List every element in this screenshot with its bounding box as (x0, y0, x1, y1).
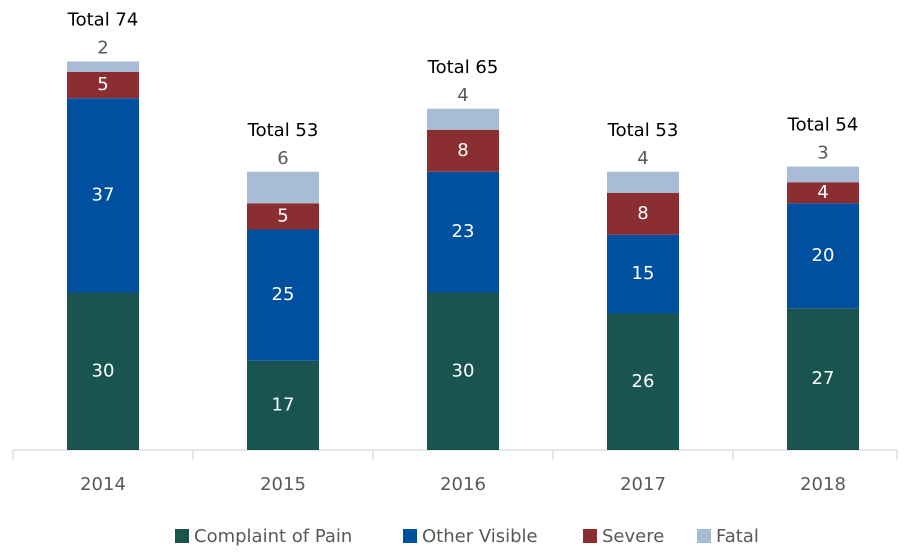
bar-segment (607, 234, 679, 314)
value-label: 20 (812, 245, 835, 266)
value-label: 3 (817, 143, 828, 164)
x-tick-label: 2016 (440, 474, 486, 495)
value-label: 37 (92, 184, 115, 205)
value-label: 5 (277, 205, 288, 226)
bar-segment (607, 192, 679, 235)
bar-segment (67, 292, 139, 450)
bar-segment (787, 203, 859, 309)
value-label: 8 (457, 140, 468, 161)
legend-swatch (583, 529, 597, 543)
x-tick-label: 2014 (80, 474, 126, 495)
legend-swatch (175, 529, 189, 543)
value-label: 2 (97, 38, 108, 59)
value-label: 30 (92, 360, 115, 381)
bar-segment (427, 292, 499, 450)
total-label: Total 53 (247, 120, 319, 141)
value-label: 17 (272, 394, 295, 415)
value-label: 27 (812, 368, 835, 389)
bar-segment (607, 171, 679, 193)
bar-segment (247, 360, 319, 450)
value-label: 30 (452, 360, 475, 381)
bar-segment (427, 108, 499, 130)
bar-segment (67, 61, 139, 72)
bar-segment (607, 313, 679, 450)
bar-segment (247, 171, 319, 204)
bar-segment (67, 72, 139, 99)
bar-segment (787, 166, 859, 183)
x-tick-label: 2015 (260, 474, 306, 495)
bar-segment (247, 203, 319, 230)
total-label: Total 74 (67, 10, 139, 31)
x-tick-label: 2017 (620, 474, 666, 495)
bar-segment (787, 182, 859, 204)
value-label: 23 (452, 221, 475, 242)
total-label: Total 65 (427, 57, 499, 78)
legend-swatch (403, 529, 417, 543)
x-tick-label: 2018 (800, 474, 846, 495)
bar-segment (247, 229, 319, 361)
bar-segment (427, 129, 499, 172)
bar-segment (67, 98, 139, 293)
legend-label: Severe (602, 526, 664, 547)
value-label: 25 (272, 284, 295, 305)
value-label: 5 (97, 74, 108, 95)
value-label: 4 (457, 85, 468, 106)
bar-segment (427, 171, 499, 293)
legend-label: Other Visible (422, 526, 538, 547)
value-label: 26 (632, 371, 655, 392)
value-label: 6 (277, 148, 288, 169)
value-label: 8 (637, 203, 648, 224)
legend-label: Complaint of Pain (194, 526, 352, 547)
value-label: 4 (637, 148, 648, 169)
total-label: Total 54 (787, 115, 859, 136)
value-label: 15 (632, 263, 655, 284)
value-label: 4 (817, 182, 828, 203)
total-label: Total 53 (607, 120, 679, 141)
bar-segment (787, 308, 859, 450)
legend-label: Fatal (716, 526, 759, 547)
legend-swatch (697, 529, 711, 543)
